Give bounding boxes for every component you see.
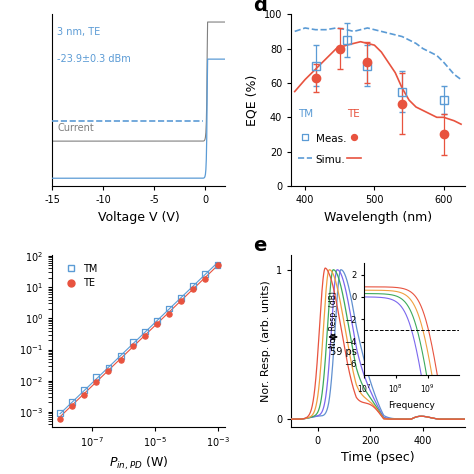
Point xyxy=(214,262,221,269)
Point xyxy=(68,402,76,410)
Point xyxy=(214,261,221,269)
Point xyxy=(105,364,112,371)
Text: 3 nm, TE: 3 nm, TE xyxy=(57,27,100,37)
Point xyxy=(177,297,185,305)
Point xyxy=(153,318,161,325)
Point xyxy=(201,275,209,283)
Y-axis label: Nor. Resp. (arb. units): Nor. Resp. (arb. units) xyxy=(261,280,271,401)
Point xyxy=(56,415,64,423)
Point xyxy=(201,270,209,278)
Point xyxy=(68,399,76,406)
Text: Simu.: Simu. xyxy=(316,155,345,165)
Y-axis label: EQE (%): EQE (%) xyxy=(245,74,258,126)
Point xyxy=(105,367,112,375)
X-axis label: $P_{in,PD}$ (W): $P_{in,PD}$ (W) xyxy=(109,455,168,473)
Point xyxy=(81,386,88,393)
Point xyxy=(190,283,197,290)
Point xyxy=(141,328,149,335)
Point xyxy=(92,378,100,385)
Point xyxy=(56,410,64,417)
X-axis label: Wavelength (nm): Wavelength (nm) xyxy=(324,210,432,224)
Point xyxy=(117,352,124,360)
Text: d: d xyxy=(253,0,267,15)
X-axis label: Time (psec): Time (psec) xyxy=(341,451,415,464)
Point xyxy=(117,356,124,364)
Point xyxy=(350,133,357,141)
Point xyxy=(301,133,309,141)
Point xyxy=(129,342,137,349)
Point xyxy=(92,374,100,381)
Text: Current: Current xyxy=(57,123,94,133)
X-axis label: Voltage V (V): Voltage V (V) xyxy=(98,210,180,224)
Point xyxy=(190,285,197,292)
Legend: TM, TE: TM, TE xyxy=(57,260,101,292)
Point xyxy=(141,332,149,339)
Text: TM: TM xyxy=(298,109,313,119)
Point xyxy=(165,305,173,312)
Point xyxy=(153,320,161,328)
Text: TE: TE xyxy=(346,109,359,119)
Text: 59 ps: 59 ps xyxy=(330,347,357,357)
Text: -23.9±0.3 dBm: -23.9±0.3 dBm xyxy=(57,55,131,64)
Point xyxy=(177,294,185,302)
Point xyxy=(129,338,137,346)
Point xyxy=(165,310,173,318)
Text: e: e xyxy=(253,237,266,255)
Text: Meas.: Meas. xyxy=(316,134,346,144)
Point xyxy=(81,391,88,399)
